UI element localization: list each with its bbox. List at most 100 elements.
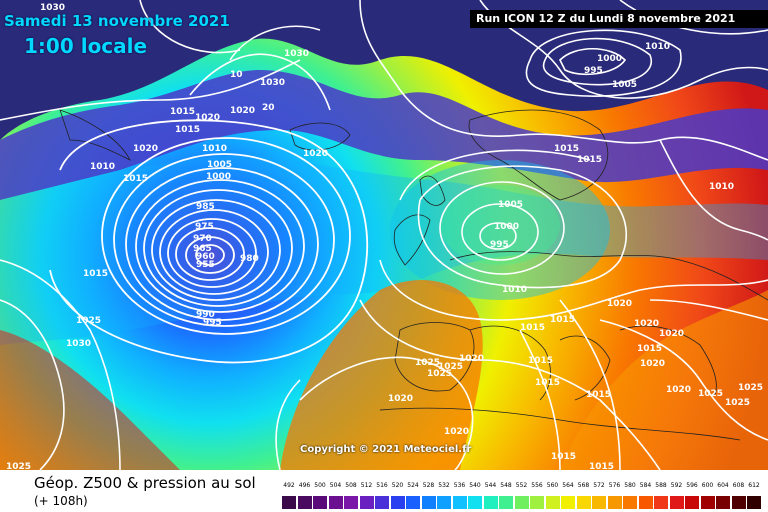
pressure-label: 1030 <box>66 339 91 349</box>
legend-swatch <box>313 496 327 509</box>
pressure-label: 1015 <box>586 390 611 400</box>
legend-value: 584 <box>639 482 652 489</box>
map-footer: Géop. Z500 & pression au sol (+ 108h) 49… <box>0 470 768 512</box>
weather-map: 1030 1030 10 1030 1015 1020 1020 20 1015 1020 1010… <box>0 0 768 470</box>
pressure-label: 1020 <box>230 106 255 116</box>
pressure-label: 1015 <box>554 144 579 154</box>
warm-east <box>560 290 768 470</box>
pressure-label: 1015 <box>123 174 148 184</box>
pressure-label: 1020 <box>303 149 328 159</box>
legend-value: 576 <box>608 482 621 489</box>
pressure-label: 1015 <box>528 356 553 366</box>
legend-value: 560 <box>546 482 559 489</box>
pressure-label: 1015 <box>637 344 662 354</box>
legend-swatch <box>669 496 684 509</box>
legend-swatch <box>483 496 498 509</box>
pressure-label: 1000 <box>206 172 231 182</box>
pressure-label: 1020 <box>607 299 632 309</box>
warm-southwest <box>0 330 180 470</box>
legend-value: 564 <box>562 482 574 489</box>
legend-swatch <box>499 496 513 509</box>
isobars-atlantic-low <box>49 119 369 364</box>
legend-value: 556 <box>531 482 543 489</box>
pressure-label: 1010 <box>709 182 734 192</box>
legend-value: 500 <box>314 482 326 489</box>
pressure-label: 1015 <box>83 269 108 279</box>
pressure-label: 10 <box>230 70 243 80</box>
legend-swatch <box>685 496 699 509</box>
warm-ridge <box>280 280 483 470</box>
cold-band-north <box>0 70 768 200</box>
pressure-label: 990 <box>196 310 215 320</box>
legend-swatch <box>530 496 544 509</box>
pressure-label: 965 <box>193 244 212 254</box>
lead-time: (+ 108h) <box>34 494 88 508</box>
trough-europe-core <box>440 185 560 265</box>
legend-swatch <box>468 496 482 509</box>
legend-value: 512 <box>360 482 373 489</box>
legend-swatch <box>452 496 467 509</box>
pressure-label: 1015 <box>589 462 614 470</box>
legend-swatch <box>297 496 312 509</box>
pressure-label: 1020 <box>634 319 659 329</box>
pressure-label: 1025 <box>738 383 763 393</box>
pressure-label: 1025 <box>725 398 750 408</box>
coastlines <box>59 109 768 441</box>
legend-swatch <box>716 496 730 509</box>
pressure-label: 1020 <box>459 354 484 364</box>
legend-value: 540 <box>469 482 481 489</box>
pressure-label: 1020 <box>388 394 413 404</box>
legend-swatch <box>375 496 389 509</box>
legend-swatch <box>607 496 622 509</box>
pressure-label: 1005 <box>207 160 232 170</box>
legend-value: 492 <box>283 482 295 489</box>
legend-value: 520 <box>391 482 404 489</box>
pressure-label: 995 <box>584 66 603 76</box>
legend-swatch <box>421 496 436 509</box>
legend-swatch <box>700 496 715 509</box>
pressure-label: 1030 <box>40 3 65 13</box>
pressure-label: 1015 <box>550 315 575 325</box>
legend-value: 532 <box>438 482 450 489</box>
legend-swatch <box>623 496 637 509</box>
legend-swatch <box>328 496 343 509</box>
pressure-label: 1020 <box>133 144 158 154</box>
legend-swatch <box>437 496 451 509</box>
pressure-label: 955 <box>196 260 215 270</box>
legend-value: 508 <box>345 482 357 489</box>
legend-value: 572 <box>593 482 605 489</box>
pressure-label: 1015 <box>175 125 200 135</box>
valid-date: Samedi 13 novembre 2021 <box>4 12 230 30</box>
legend-value: 596 <box>686 482 698 489</box>
pressure-label: 1010 <box>645 42 670 52</box>
legend-swatch <box>282 496 296 509</box>
pressure-label: 1025 <box>76 316 101 326</box>
legend-value: 528 <box>422 482 435 489</box>
legend-swatch <box>359 496 374 509</box>
legend-swatch <box>576 496 591 509</box>
legend-swatch <box>514 496 529 509</box>
legend-swatch <box>592 496 606 509</box>
field-title: Géop. Z500 & pression au sol <box>34 474 256 492</box>
pressure-label: 1015 <box>577 155 602 165</box>
legend-value: 536 <box>453 482 466 489</box>
pressure-label: 980 <box>240 254 259 264</box>
pressure-label: 985 <box>196 202 215 212</box>
isobars-other <box>0 0 768 470</box>
pressure-label: 970 <box>193 234 212 244</box>
legend-value: 504 <box>329 482 342 489</box>
pressure-label: 1000 <box>597 54 622 64</box>
legend-value: 580 <box>624 482 636 489</box>
pressure-label: 1025 <box>698 389 723 399</box>
legend-swatch <box>561 496 575 509</box>
legend-value: 604 <box>717 482 729 489</box>
pressure-label: 1000 <box>494 222 519 232</box>
pressure-label: 1015 <box>535 378 560 388</box>
legend-swatch <box>406 496 420 509</box>
pressure-label: 1010 <box>502 285 527 295</box>
legend-value: 612 <box>748 482 760 489</box>
legend-swatch <box>545 496 560 509</box>
pressure-label: 1020 <box>195 113 220 123</box>
legend-value: 524 <box>407 482 419 489</box>
